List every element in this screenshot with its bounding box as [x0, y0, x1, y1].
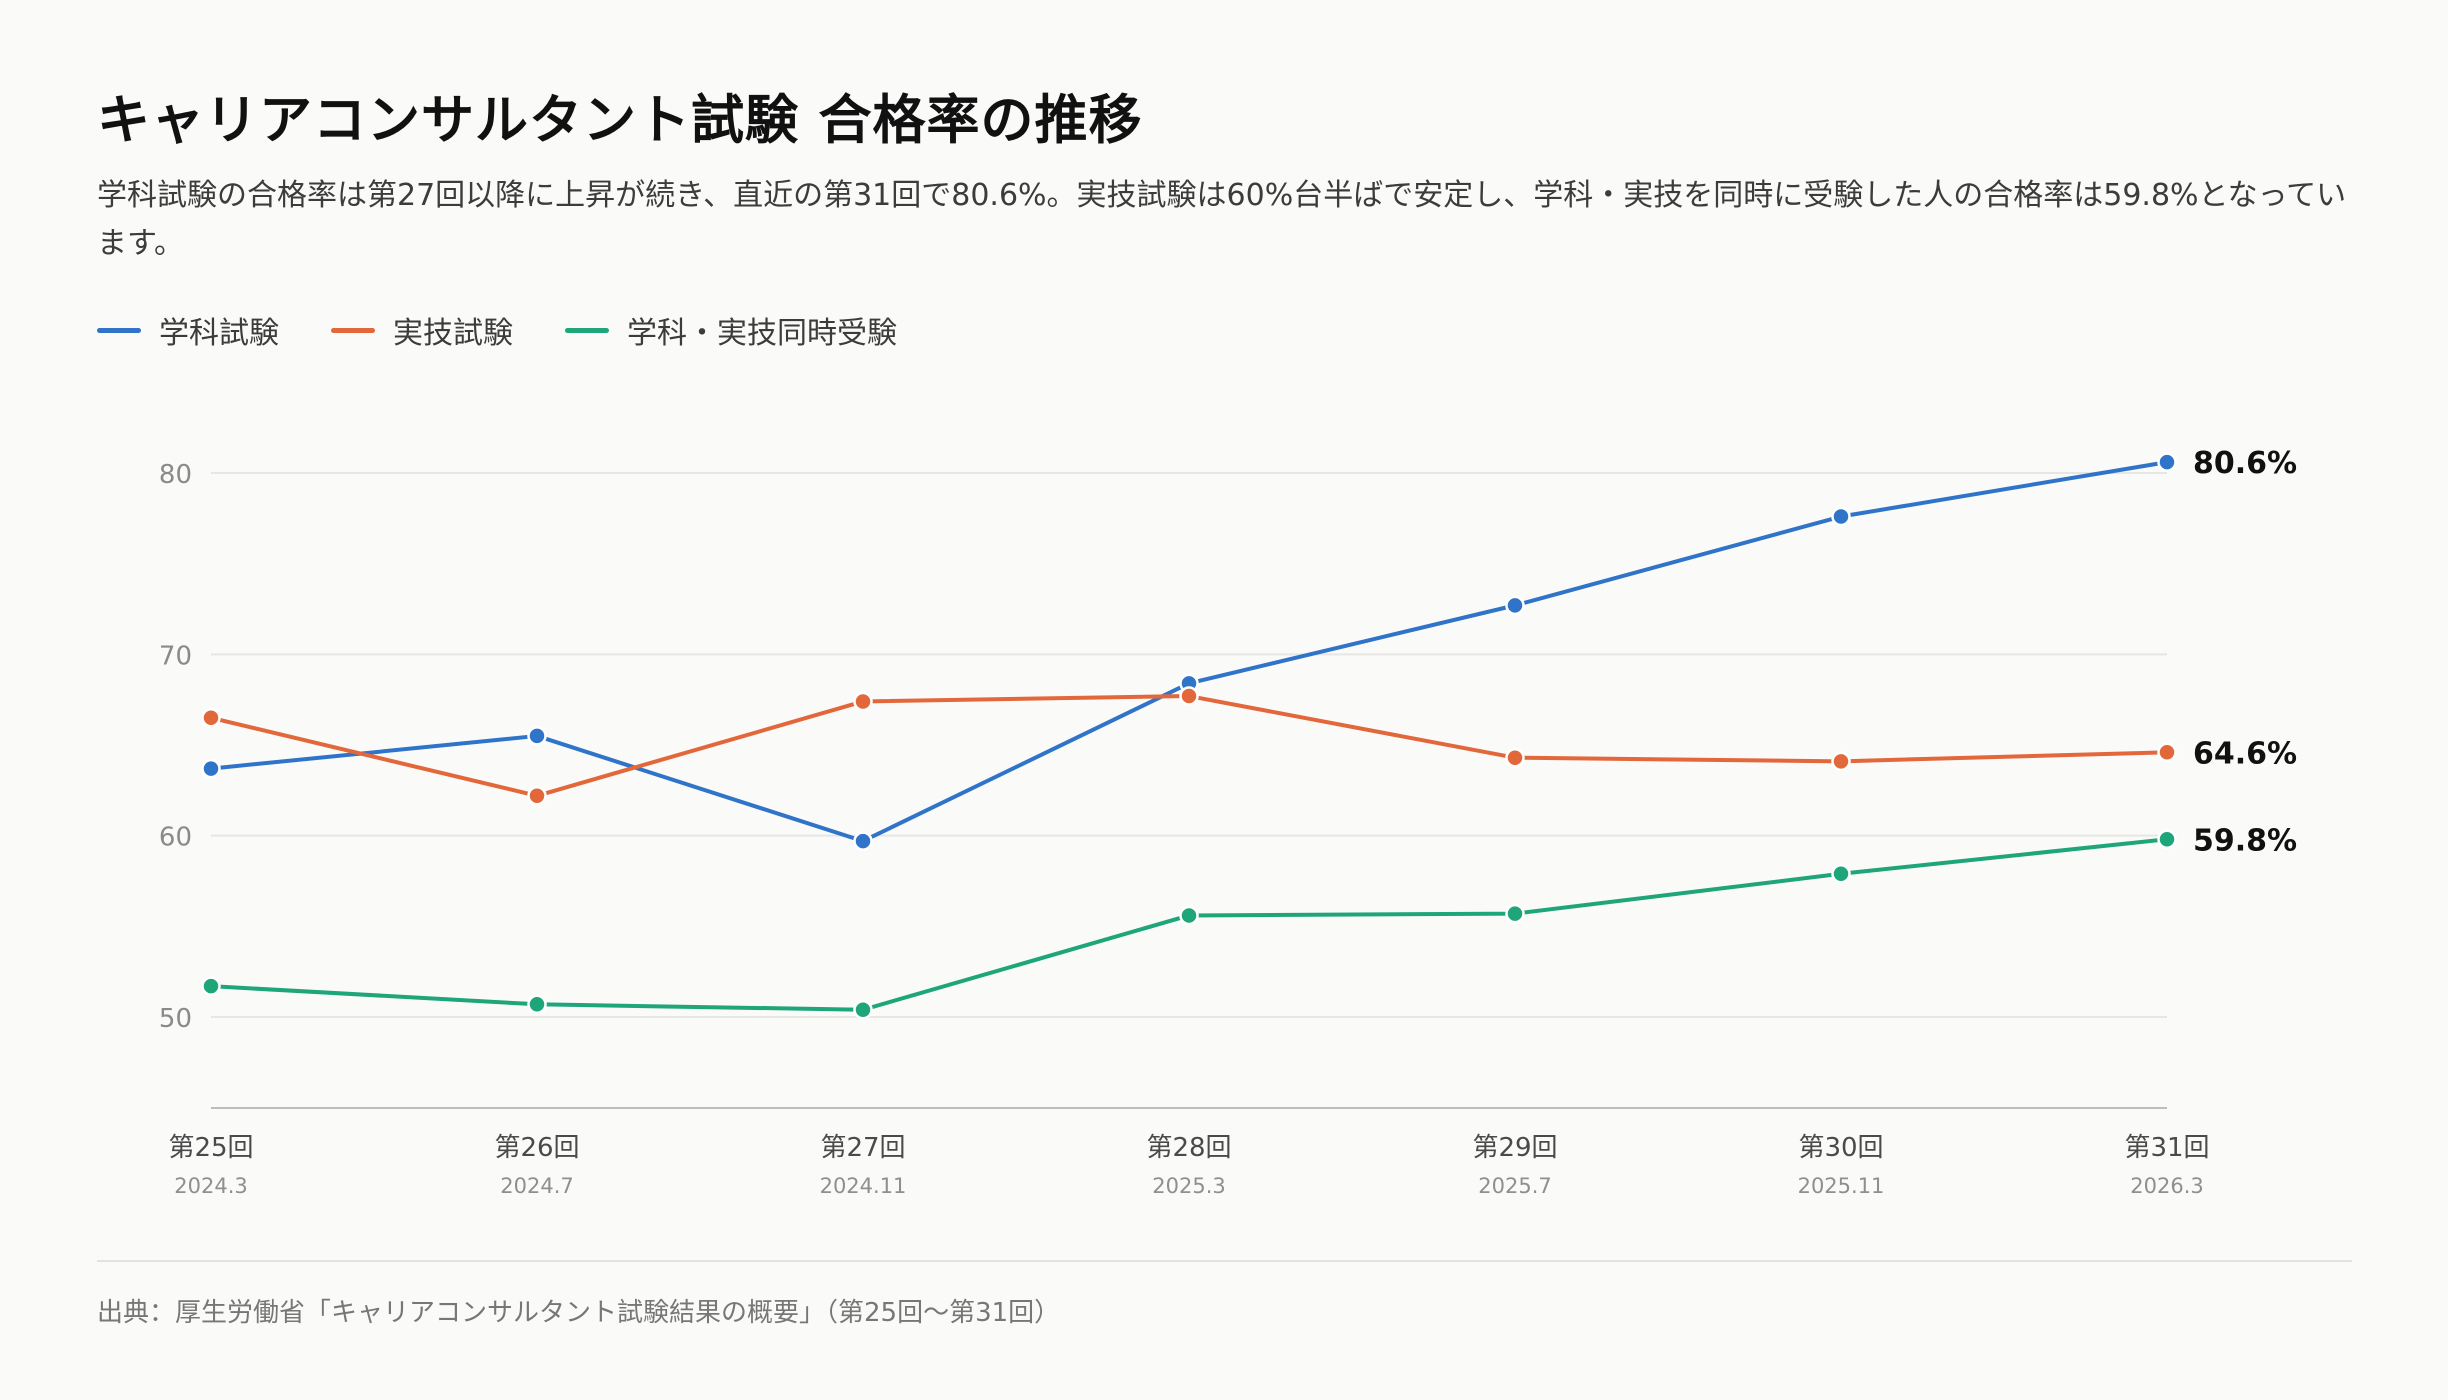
x-tick-label-1: 第25回: [168, 1133, 253, 1163]
x-tick-label-5: 第29回: [1472, 1133, 1557, 1163]
y-tick-label-50: 50: [159, 1004, 192, 1034]
legend-label-gakka: 学科試験: [159, 316, 279, 351]
legend-label-douji: 学科・実技同時受験: [627, 316, 897, 351]
x-tick-label-2: 第26回: [494, 1133, 579, 1163]
data-point-jitsugi-5: [1505, 747, 1525, 768]
legend-label-jitsugi: 実技試験: [393, 316, 513, 351]
data-point-jitsugi-3: [853, 691, 873, 712]
x-date-label-6: 2025.11: [1798, 1174, 1885, 1198]
y-tick-label-70: 70: [159, 641, 192, 671]
data-point-douji-5: [1505, 903, 1525, 924]
y-tick-label-80: 80: [159, 460, 192, 490]
source-divider: [97, 1260, 2352, 1262]
data-point-gakka-6: [1831, 506, 1851, 527]
data-point-gakka-2: [527, 726, 547, 746]
x-date-label-2: 2024.7: [500, 1174, 573, 1198]
data-point-douji-7: [2157, 829, 2177, 850]
data-point-gakka-1: [201, 758, 221, 779]
x-tick-label-7: 第31回: [2124, 1133, 2209, 1163]
data-point-jitsugi-4: [1179, 686, 1199, 706]
x-date-label-7: 2026.3: [2130, 1174, 2203, 1198]
series-line-gakka: [209, 460, 2169, 844]
legend: 学科試験 実技試験 学科・実技同時受験: [97, 308, 949, 352]
chart-title: キャリアコンサルタント試験 合格率の推移: [97, 90, 1143, 151]
line-chart: 50 60 70 80 第25回 2024.3 第26回 2024.7 第27回 2024.11 第…: [159, 446, 2297, 1198]
end-label-jitsugi: 64.6%: [2193, 736, 2297, 771]
legend-item-gakka: 学科試験: [97, 308, 279, 352]
legend-swatch-douji: [565, 327, 609, 333]
legend-swatch-jitsugi: [331, 327, 375, 333]
x-date-label-4: 2025.3: [1152, 1174, 1225, 1198]
end-label-gakka: 80.6%: [2193, 446, 2297, 481]
data-point-douji-4: [1179, 905, 1199, 926]
data-point-gakka-3: [853, 831, 873, 851]
data-point-douji-1: [201, 976, 221, 996]
legend-item-douji: 学科・実技同時受験: [565, 308, 897, 352]
series-line-jitsugi: [209, 694, 2169, 798]
data-point-jitsugi-6: [1831, 751, 1851, 772]
data-point-jitsugi-1: [201, 708, 221, 728]
source-note: 出典：厚生労働省「キャリアコンサルタント試験結果の概要」（第25回〜第31回）: [97, 1298, 1061, 1328]
data-point-jitsugi-2: [527, 786, 547, 806]
data-point-douji-3: [853, 999, 873, 1020]
x-date-label-5: 2025.7: [1478, 1174, 1551, 1198]
legend-swatch-gakka: [97, 327, 141, 333]
x-date-label-3: 2024.11: [820, 1174, 907, 1198]
end-label-douji: 59.8%: [2193, 823, 2297, 858]
data-point-gakka-5: [1505, 595, 1525, 616]
legend-item-jitsugi: 実技試験: [331, 308, 513, 352]
y-tick-label-60: 60: [159, 823, 192, 853]
data-point-douji-2: [527, 994, 547, 1015]
data-point-jitsugi-7: [2157, 742, 2177, 763]
chart-subtitle: 学科試験の合格率は第27回以降に上昇が続き、直近の第31回で80.6%。実技試験…: [97, 178, 2347, 261]
data-point-gakka-7: [2157, 452, 2177, 472]
x-tick-label-3: 第27回: [820, 1133, 905, 1163]
x-tick-label-6: 第30回: [1798, 1133, 1883, 1163]
data-point-douji-6: [1831, 863, 1851, 884]
x-date-label-1: 2024.3: [174, 1174, 247, 1198]
x-tick-label-4: 第28回: [1146, 1133, 1231, 1163]
